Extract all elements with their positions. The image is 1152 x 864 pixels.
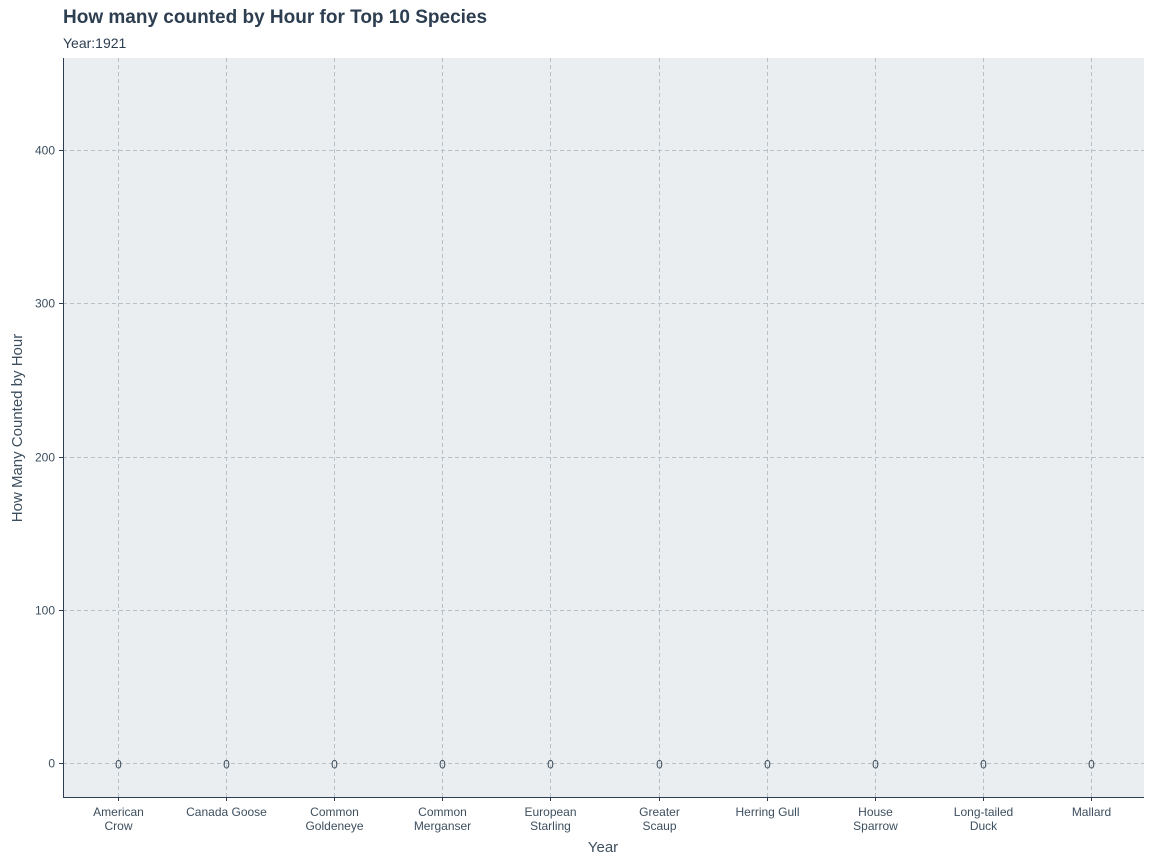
- y-tick-label: 300: [35, 297, 55, 311]
- data-label: 0: [439, 757, 446, 771]
- data-label: 0: [656, 757, 663, 771]
- plot-panel: [63, 58, 1144, 797]
- x-axis-title: Year: [588, 839, 618, 856]
- chart-subtitle: Year:1921: [63, 35, 127, 51]
- x-tick-label: Canada Goose: [186, 805, 267, 819]
- y-tick-label: 400: [35, 144, 55, 158]
- data-label: 0: [764, 757, 771, 771]
- y-axis-ticks: 0 100 200 300 400: [35, 144, 63, 771]
- data-label: 0: [115, 757, 122, 771]
- data-label: 0: [331, 757, 338, 771]
- x-tick-label: European Starling: [524, 805, 576, 833]
- x-tick-label: Herring Gull: [735, 805, 799, 819]
- grid-layer: [63, 58, 1144, 797]
- x-tick-label: House Sparrow: [853, 805, 898, 833]
- data-label: 0: [1088, 757, 1095, 771]
- x-tick-label: Greater Scaup: [639, 805, 680, 833]
- data-label: 0: [980, 757, 987, 771]
- y-tick-label: 200: [35, 451, 55, 465]
- marks-layer: 0 0 0 0 0 0 0 0 0 0: [115, 757, 1095, 771]
- y-axis-title: How Many Counted by Hour: [9, 334, 26, 522]
- x-tick-label: Mallard: [1072, 805, 1111, 819]
- data-label: 0: [547, 757, 554, 771]
- chart-title: How many counted by Hour for Top 10 Spec…: [63, 7, 487, 28]
- data-label: 0: [223, 757, 230, 771]
- data-label: 0: [872, 757, 879, 771]
- x-tick-label: Long-tailed Duck: [954, 805, 1013, 833]
- x-tick-label: Common Merganser: [414, 805, 471, 833]
- x-tick-label: Common Goldeneye: [305, 805, 363, 833]
- y-tick-label: 0: [48, 757, 55, 771]
- y-tick-label: 100: [35, 604, 55, 618]
- x-tick-label: American Crow: [93, 805, 144, 833]
- x-axis-ticks: American Crow Canada Goose Common Goldeneye C…: [93, 797, 1111, 833]
